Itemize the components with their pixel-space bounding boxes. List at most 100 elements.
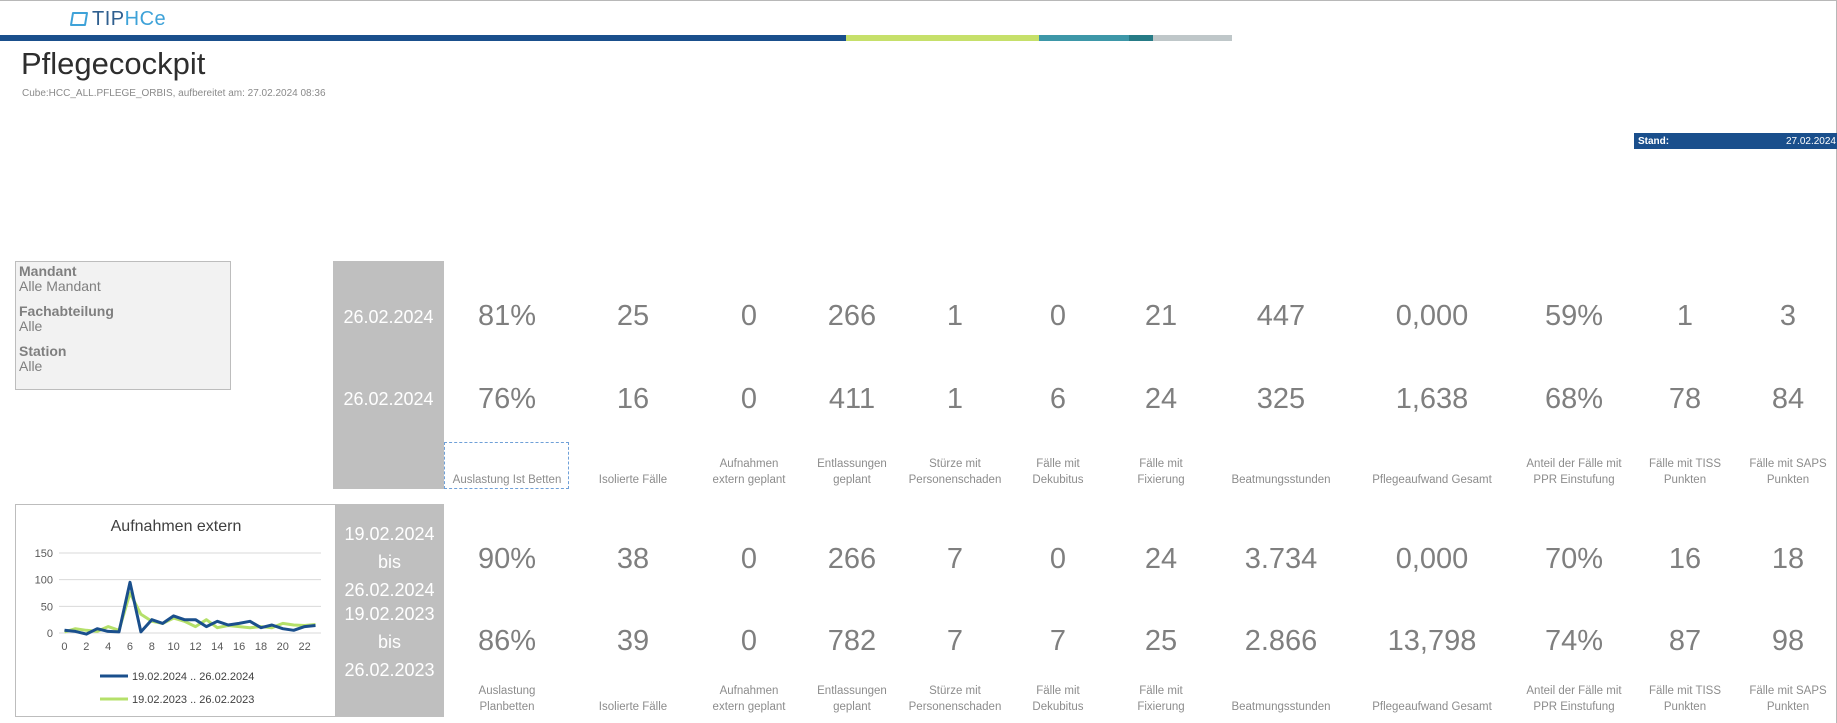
weekly-kpi-value: 7 [1049, 625, 1067, 657]
aufnahmen-extern-chart[interactable]: Aufnahmen extern 0 50 100 150 0 2 4 6 8 10 12 14 16 18… [15, 504, 336, 717]
daily-kpi-caption: Stürze mit Personenschaden [875, 456, 1035, 488]
brand-stripe-green [846, 35, 1039, 41]
weekly-kpi-value: 266 [827, 543, 877, 575]
caption-line: Personenschaden [908, 474, 1002, 486]
daily-kpi-value: 0 [740, 383, 758, 415]
chart-legend-label: 19.02.2024 .. 26.02.2024 [132, 671, 254, 683]
caption-line: Anteil der Fälle mit [1526, 685, 1622, 697]
caption-line: extern geplant [712, 701, 786, 713]
logo-icon [70, 12, 88, 26]
caption-line [1201, 683, 1361, 699]
daily-kpi-value: 1 [946, 383, 964, 415]
caption-line: Isolierte Fälle [598, 474, 668, 486]
daily-kpi-value: 0,000 [1395, 300, 1469, 332]
daily-kpi-value: 76% [477, 383, 537, 415]
weekly-kpi-value: 86% [477, 625, 537, 657]
page-subtitle: Cube:HCC_ALL.PFLEGE_ORBIS, aufbereitet a… [22, 88, 326, 99]
caption-line: Fälle mit [1139, 685, 1183, 697]
caption-line: Fälle mit SAPS [1749, 458, 1827, 470]
chart-x-tick-label: 6 [127, 641, 133, 653]
filter-label: Station [19, 343, 67, 359]
daily-kpi-value: 0 [1049, 300, 1067, 332]
caption-line: Anteil der Fälle mit [1526, 458, 1622, 470]
daily-kpi-caption: Fälle mit Fixierung [1081, 456, 1241, 488]
daily-kpi-caption: Auslastung Ist Betten [427, 456, 587, 488]
weekly-kpi-value: 90% [477, 543, 537, 575]
weekly-kpi-caption: Isolierte Fälle [553, 683, 713, 715]
chart-y-tick-label: 150 [35, 548, 53, 560]
caption-line: geplant [833, 474, 871, 486]
caption-line: Fälle mit [1139, 458, 1183, 470]
chart-x-tick-label: 12 [189, 641, 201, 653]
weekly-kpi-caption: Anteil der Fälle mit PPR Einstufung [1494, 683, 1654, 715]
caption-line: Punkten [1663, 474, 1707, 486]
weekly-kpi-value: 39 [616, 625, 650, 657]
caption-line: Entlassungen [817, 685, 887, 697]
stand-date: 27.02.2024 [1785, 135, 1836, 147]
logo-text-tip: TIP [92, 7, 125, 30]
weekly-kpi-value: 18 [1771, 543, 1805, 575]
weekly-kpi-caption: Fälle mit Fixierung [1081, 683, 1241, 715]
caption-line: Fixierung [1137, 474, 1185, 486]
stand-bar: Stand: 27.02.2024 [1634, 133, 1837, 149]
weekly-kpi-caption: Fälle mit SAPS Punkten [1708, 683, 1837, 715]
weekly-kpi-caption: Entlassungen geplant [772, 683, 932, 715]
chart-x-tick-label: 10 [168, 641, 180, 653]
selected-cell-outline [444, 442, 569, 489]
caption-line: Fälle mit [1036, 685, 1080, 697]
filter-value: Alle [19, 358, 43, 374]
tiphce-logo: TIP HCe [69, 8, 166, 30]
daily-kpi-caption: Isolierte Fälle [553, 456, 713, 488]
daily-date-1: 26.02.2024 [343, 307, 434, 327]
caption-line: PPR Einstufung [1533, 474, 1615, 486]
brand-stripe-blue [0, 35, 846, 41]
caption-line: geplant [833, 701, 871, 713]
chart-x-tick-label: 20 [277, 641, 289, 653]
daily-date-block: 26.02.2024 26.02.2024 [333, 261, 444, 489]
weekly-kpi-caption: Pflegeaufwand Gesamt [1352, 683, 1512, 715]
weekly-kpi-caption: Fälle mit Dekubitus [978, 683, 1138, 715]
chart-x-tick-label: 0 [61, 641, 67, 653]
weekly-bis-1: bis [377, 552, 401, 572]
weekly-kpi-value: 0 [740, 625, 758, 657]
daily-kpi-caption: Entlassungen geplant [772, 456, 932, 488]
daily-kpi-value: 81% [477, 300, 537, 332]
filter-station[interactable]: Station Alle [19, 344, 227, 374]
brand-stripe-darkteal [1129, 35, 1153, 41]
weekly-kpi-value: 0,000 [1395, 543, 1469, 575]
filter-value: Alle [19, 318, 43, 334]
caption-line: Fälle mit SAPS [1749, 685, 1827, 697]
daily-kpi-value: 1 [1676, 300, 1694, 332]
caption-line: Personenschaden [908, 701, 1002, 713]
chart-x-tick-label: 18 [255, 641, 267, 653]
daily-kpi-value: 325 [1256, 383, 1306, 415]
caption-line: Dekubitus [1032, 474, 1084, 486]
filter-fachabteilung[interactable]: Fachabteilung Alle [19, 304, 227, 334]
caption-line: Beatmungsstunden [1231, 701, 1331, 713]
caption-line: Planbetten [479, 701, 535, 713]
filter-mandant[interactable]: Mandant Alle Mandant [19, 264, 227, 294]
weekly-kpi-value: 87 [1668, 625, 1702, 657]
filter-value: Alle Mandant [19, 278, 101, 294]
weekly-kpi-value: 782 [827, 625, 877, 657]
daily-kpi-value: 25 [616, 300, 650, 332]
daily-kpi-value: 78 [1668, 383, 1702, 415]
daily-kpi-caption: Fälle mit TISS Punkten [1605, 456, 1765, 488]
weekly-kpi-caption: Auslastung Planbetten [427, 683, 587, 715]
daily-kpi-caption: Anteil der Fälle mit PPR Einstufung [1494, 456, 1654, 488]
caption-line: extern geplant [712, 474, 786, 486]
filter-panel[interactable]: Mandant Alle Mandant Fachabteilung Alle … [15, 261, 231, 390]
chart-title: Aufnahmen extern [111, 518, 242, 535]
weekly-kpi-caption: Aufnahmen extern geplant [669, 683, 829, 715]
caption-line: Aufnahmen [719, 685, 779, 697]
daily-kpi-value: 411 [828, 383, 876, 415]
daily-date-2: 26.02.2024 [343, 389, 434, 409]
daily-kpi-value: 16 [616, 383, 650, 415]
caption-line: Fälle mit TISS [1649, 458, 1721, 470]
daily-kpi-value: 68% [1544, 383, 1604, 415]
chart-x-tick-label: 4 [105, 641, 111, 653]
weekly-kpi-value: 0 [1049, 543, 1067, 575]
daily-kpi-value: 0 [740, 300, 758, 332]
brand-stripe-grey [1153, 35, 1232, 41]
weekly-kpi-value: 25 [1144, 625, 1178, 657]
